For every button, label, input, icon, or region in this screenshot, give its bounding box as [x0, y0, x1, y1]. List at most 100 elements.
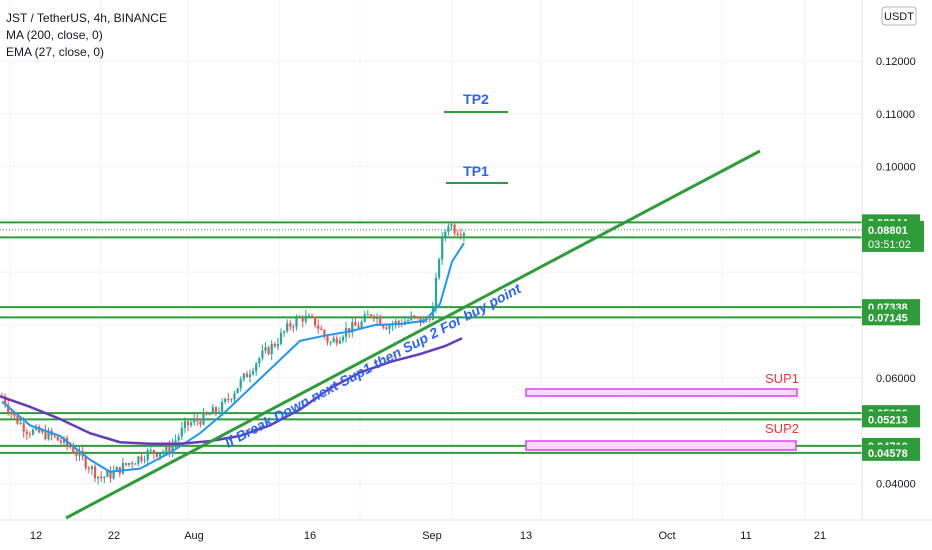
candle-body: [155, 453, 159, 457]
price-tick-label: 0.06000: [876, 373, 916, 385]
trendline: [65, 149, 761, 520]
candle-body: [227, 398, 230, 400]
time-axis: 12 22 Aug 16 Sep 13 Oct 11 21: [0, 519, 932, 542]
candle-body: [140, 456, 143, 461]
level-price-label: 0.04578: [868, 448, 908, 460]
support-resistance-lines: [0, 221, 862, 454]
candle-body: [326, 336, 329, 343]
candle-body: [348, 327, 351, 333]
candle-body: [295, 317, 298, 328]
candle-body: [279, 332, 283, 344]
candle-body: [112, 471, 115, 479]
candle-body: [264, 347, 267, 351]
candle-body: [53, 435, 56, 437]
candle-body: [258, 358, 261, 364]
candle-body: [248, 374, 252, 378]
candle-body: [307, 315, 310, 317]
candle-body: [211, 407, 214, 415]
candle-body: [410, 315, 413, 320]
candle-body: [413, 315, 416, 317]
candle-body: [273, 343, 276, 347]
candle-body: [177, 436, 180, 441]
candle-body: [298, 317, 301, 319]
trend-note: If Break Down next Sup1 then Sup 2 For b…: [222, 280, 525, 451]
candle-body: [152, 449, 155, 454]
candle-body: [100, 476, 103, 479]
price-tick-label: 0.04000: [876, 478, 916, 490]
candle-body: [357, 325, 360, 328]
candle-body: [10, 412, 13, 414]
candle-body: [329, 342, 332, 344]
candle-body: [7, 404, 10, 413]
candle-body: [224, 398, 227, 402]
candle-body: [84, 456, 87, 469]
candle-body: [199, 421, 202, 425]
time-tick-label: 21: [814, 530, 826, 542]
candle-body: [162, 451, 165, 454]
candle-body: [190, 422, 193, 426]
candle-body: [106, 470, 109, 477]
tp1-label: TP1: [463, 163, 489, 179]
candle-body: [202, 412, 205, 425]
candle-body: [335, 338, 338, 344]
candle-body: [245, 373, 248, 378]
candle-body: [292, 326, 295, 328]
candle-body: [90, 466, 93, 470]
candle-body: [174, 440, 177, 445]
candle-body: [419, 316, 422, 324]
candle-body: [434, 277, 438, 307]
candle-body: [124, 463, 128, 465]
ema-indicator-label[interactable]: EMA (27, close, 0): [6, 45, 105, 59]
time-tick-label: Sep: [422, 530, 442, 542]
candle-body: [416, 316, 419, 318]
ascending-trendline: [65, 149, 761, 520]
candle-body: [72, 447, 75, 453]
candle-body: [459, 234, 462, 236]
candle-body: [341, 336, 345, 341]
candle-body: [431, 306, 434, 320]
candle-body: [388, 325, 391, 330]
candle-body: [276, 343, 279, 347]
candle-body: [103, 476, 106, 479]
price-tick-label: 0.10000: [876, 162, 916, 174]
candle-body: [69, 444, 72, 448]
tp2-label: TP2: [463, 91, 489, 107]
candle-body: [239, 379, 242, 389]
candle-body: [320, 328, 323, 330]
candle-body: [252, 371, 255, 375]
candle-body: [354, 321, 357, 326]
candle-body: [369, 314, 372, 316]
candle-body: [59, 440, 62, 443]
candle-body: [217, 411, 221, 413]
candle-body: [323, 329, 326, 337]
level-price-tag: [862, 444, 920, 461]
time-tick-label: 22: [108, 530, 120, 542]
candle-body: [221, 401, 224, 412]
support-boxes: [525, 388, 798, 451]
candle-body: [363, 314, 366, 322]
time-tick-label: 13: [520, 530, 532, 542]
level-price-label: 0.05213: [868, 414, 908, 426]
candle-body: [180, 427, 183, 437]
candle-body: [146, 450, 149, 461]
candle-body: [304, 315, 307, 322]
candle-body: [450, 224, 453, 227]
candle-body: [382, 324, 385, 328]
candle-body: [134, 463, 137, 465]
candle-body: [13, 413, 16, 416]
candle-body: [338, 340, 341, 344]
candle-body: [230, 399, 233, 401]
current-price-tag: [862, 220, 924, 252]
candle-body: [301, 317, 304, 322]
candle-body: [165, 446, 168, 452]
candle-body: [385, 327, 388, 330]
candle-body: [97, 476, 100, 479]
candle-body: [25, 431, 28, 434]
ma-indicator-label[interactable]: MA (200, close, 0): [6, 28, 103, 42]
candle-body: [196, 418, 199, 422]
candle-body: [447, 226, 450, 232]
candle-body: [444, 231, 447, 237]
candle-body: [366, 314, 369, 316]
candle-body: [453, 224, 456, 234]
